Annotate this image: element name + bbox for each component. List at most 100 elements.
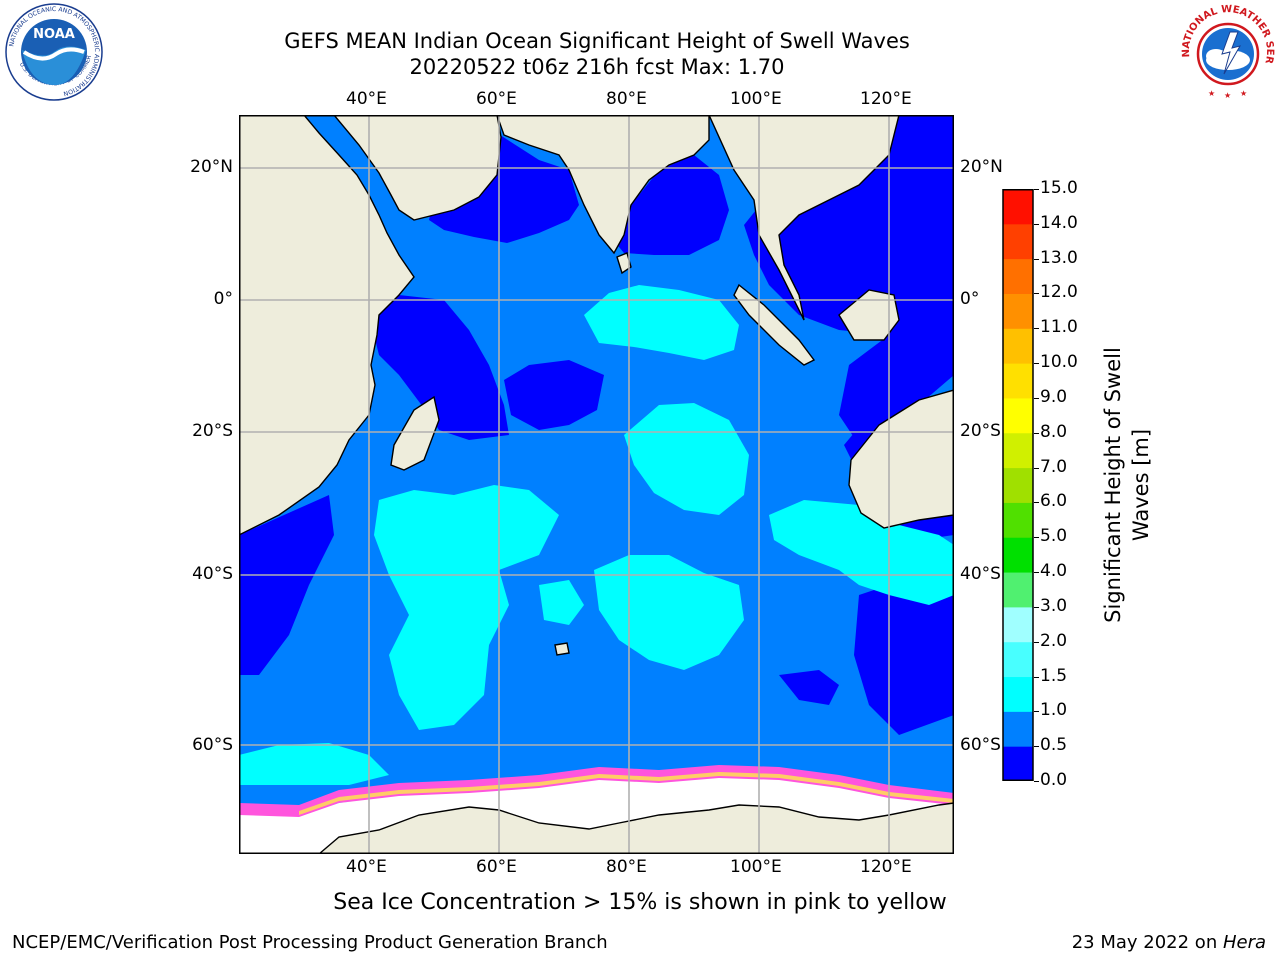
lat-tick-left: 40°S: [192, 564, 233, 584]
lat-tick-left: 0°: [213, 289, 233, 309]
colorbar-tick-mark: [1034, 502, 1039, 504]
graticule: [239, 115, 954, 854]
sea-ice-note: Sea Ice Concentration > 15% is shown in …: [333, 890, 947, 915]
land-borneo: [838, 289, 900, 341]
colorbar-tick-label: 5.0: [1040, 526, 1068, 547]
colorbar-tick-label: 12.0: [1040, 282, 1078, 303]
lat-tick-left: 60°S: [192, 735, 233, 755]
colorbar-tick-mark: [1034, 781, 1039, 782]
lon-tick-bottom: 100°E: [730, 857, 782, 877]
colorbar-tick-mark: [1034, 223, 1039, 225]
land-southeast-asia: [708, 115, 900, 321]
mid-swell-southern-band: [239, 743, 389, 785]
colorbar-segment: [1003, 572, 1033, 608]
colorbar-segment: [1003, 676, 1033, 712]
mid-swell-central: [624, 403, 749, 515]
colorbar-tick-label: 1.5: [1040, 665, 1068, 686]
colorbar-tick-mark: [1034, 606, 1039, 608]
colorbar-tick-label: 13.0: [1040, 247, 1078, 268]
colorbar-segment: [1003, 606, 1033, 643]
map-title: GEFS MEAN Indian Ocean Significant Heigh…: [284, 29, 910, 53]
land-australia: [848, 389, 954, 529]
sea-ice-margin: [239, 765, 954, 818]
colorbar-tick-mark: [1034, 189, 1039, 190]
low-swell-spot: [779, 670, 839, 705]
footer-date: 23 May 2022 on Hera: [1072, 932, 1266, 953]
land-kerguelen: [554, 642, 570, 656]
colorbar-segment: [1003, 189, 1033, 225]
svg-text:★: ★: [1208, 89, 1215, 98]
lon-tick-top: 120°E: [860, 89, 912, 109]
svg-text:★: ★: [1224, 91, 1231, 100]
colorbar-segment: [1003, 363, 1033, 399]
lat-tick-left: 20°N: [190, 157, 233, 177]
svg-text:NOAA: NOAA: [33, 27, 75, 42]
lon-tick-top: 60°E: [476, 89, 517, 109]
land-masses: [239, 115, 954, 854]
colorbar-segment: [1003, 467, 1033, 503]
colorbar-tick-label: 2.0: [1040, 630, 1068, 651]
colorbar-segment: [1003, 328, 1033, 364]
footer-credit: NCEP/EMC/Verification Post Processing Pr…: [12, 932, 608, 953]
mid-swell-patch: [539, 580, 584, 625]
colorbar-tick-mark: [1034, 641, 1039, 643]
colorbar-tick-label: 10.0: [1040, 352, 1078, 373]
lat-tick-right: 20°S: [960, 421, 1001, 441]
colorbar-segment: [1003, 711, 1033, 747]
noaa-logo: NATIONAL OCEANIC AND ATMOSPHERIC ADMINIS…: [4, 2, 103, 101]
mid-swell-south: [594, 555, 744, 670]
lat-tick-right: 0°: [960, 289, 980, 309]
lon-tick-top: 80°E: [606, 89, 647, 109]
swell-height-map: [239, 115, 954, 854]
lat-tick-right: 60°S: [960, 735, 1001, 755]
lat-tick-left: 20°S: [192, 421, 233, 441]
colorbar-segment: [1003, 641, 1033, 678]
colorbar-tick-mark: [1034, 293, 1039, 295]
colorbar-tick-mark: [1034, 572, 1039, 574]
colorbar-segment: [1003, 223, 1033, 260]
footer-host: Hera: [1222, 932, 1266, 953]
colorbar-tick-mark: [1034, 328, 1039, 330]
land-africa-arabia: [239, 115, 502, 536]
lon-tick-bottom: 40°E: [346, 857, 387, 877]
lon-tick-top: 100°E: [730, 89, 782, 109]
lon-tick-bottom: 60°E: [476, 857, 517, 877]
mid-swell-equatorial: [584, 285, 739, 360]
colorbar: [1002, 189, 1034, 781]
colorbar-tick-label: 8.0: [1040, 421, 1068, 442]
lat-tick-right: 40°S: [960, 564, 1001, 584]
colorbar-tick-label: 14.0: [1040, 212, 1078, 233]
land-sumatra: [733, 283, 816, 366]
mid-swell-southwest: [374, 485, 559, 730]
colorbar-segment: [1003, 502, 1033, 538]
lon-tick-bottom: 120°E: [860, 857, 912, 877]
colorbar-tick-label: 6.0: [1040, 491, 1068, 512]
colorbar-tick-label: 4.0: [1040, 561, 1068, 582]
colorbar-tick-mark: [1034, 746, 1039, 748]
colorbar-tick-mark: [1034, 537, 1039, 539]
colorbar-segment: [1003, 746, 1033, 781]
colorbar-tick-mark: [1034, 258, 1039, 260]
svg-text:★: ★: [1240, 89, 1247, 98]
low-swell-bay-of-bengal: [609, 155, 729, 255]
colorbar-tick-mark: [1034, 711, 1039, 713]
land-sri-lanka: [616, 252, 632, 275]
colorbar-tick-label: 7.0: [1040, 456, 1068, 477]
map-frame: [239, 115, 954, 854]
lat-tick-right: 20°N: [960, 157, 1003, 177]
land-india: [496, 115, 710, 255]
colorbar-tick-label: 15.0: [1040, 178, 1078, 198]
footer-date-text: 23 May 2022 on: [1071, 932, 1223, 953]
colorbar-tick-label: 0.0: [1040, 770, 1068, 790]
colorbar-tick-label: 9.0: [1040, 386, 1068, 407]
colorbar-tick-mark: [1034, 363, 1039, 365]
colorbar-tick-mark: [1034, 432, 1039, 434]
low-swell-east-africa: [369, 295, 509, 440]
colorbar-segment: [1003, 293, 1033, 329]
colorbar-tick-mark: [1034, 397, 1039, 399]
low-swell-central: [504, 360, 604, 430]
colorbar-label: Significant Height of Swell Waves [m]: [1101, 347, 1153, 623]
lon-tick-bottom: 80°E: [606, 857, 647, 877]
land-antarctica: [317, 802, 954, 854]
colorbar-segment: [1003, 397, 1033, 434]
